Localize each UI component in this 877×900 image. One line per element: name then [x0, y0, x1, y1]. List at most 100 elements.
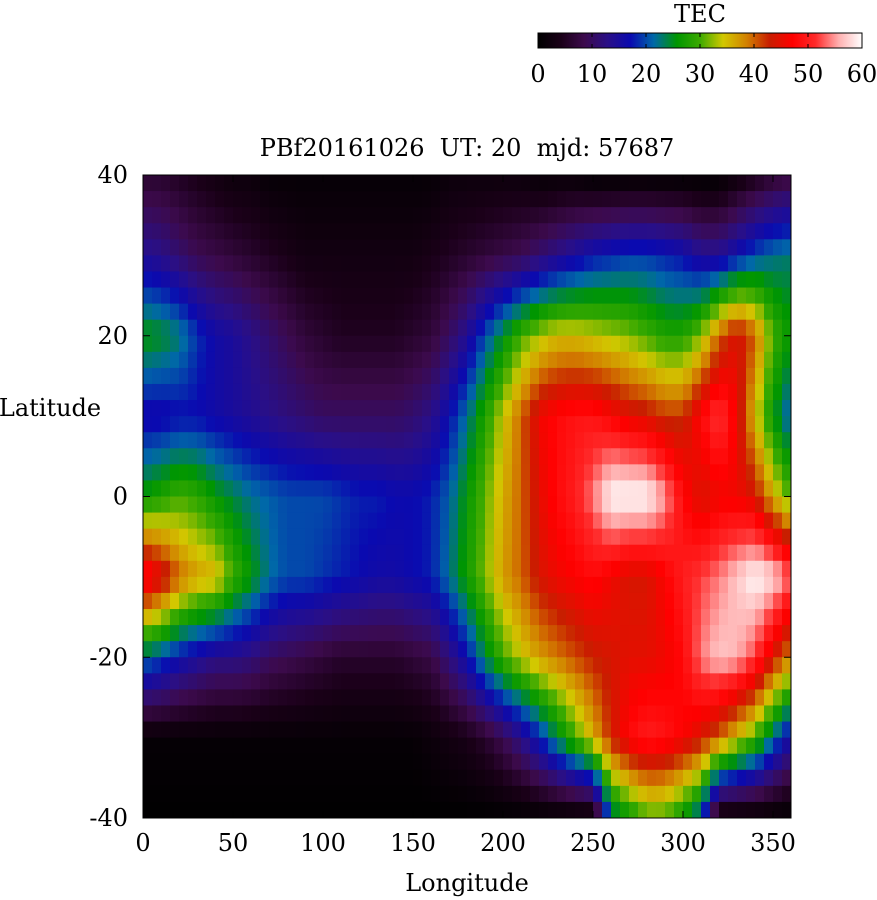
heatmap-cell: [773, 255, 783, 273]
heatmap-cell: [548, 367, 558, 385]
x-tick-label: 200: [480, 829, 526, 857]
heatmap-cell: [215, 367, 225, 385]
heatmap-cell: [260, 737, 270, 755]
heatmap-cell: [206, 512, 216, 530]
heatmap-cell: [638, 512, 648, 530]
heatmap-cell: [278, 512, 288, 530]
heatmap-cell: [584, 367, 594, 385]
heatmap-cell: [485, 303, 495, 321]
heatmap-cell: [539, 400, 549, 417]
heatmap-cell: [269, 416, 279, 433]
heatmap-cell: [476, 464, 486, 482]
heatmap-cell: [287, 785, 297, 803]
heatmap-cell: [251, 335, 261, 353]
heatmap-cell: [359, 303, 369, 321]
heatmap-cell: [593, 175, 603, 192]
heatmap-cell: [476, 528, 486, 546]
heatmap-cell: [368, 769, 378, 787]
heatmap-cell: [431, 239, 441, 256]
heatmap-cell: [296, 480, 306, 498]
heatmap-cell: [692, 560, 702, 578]
x-axis: 0 50 100 150 200 250 300 350: [135, 175, 796, 857]
heatmap-cell: [251, 207, 261, 224]
heatmap-cell: [566, 576, 576, 594]
heatmap-cell: [179, 239, 189, 256]
heatmap-cell: [521, 560, 531, 578]
heatmap-cell: [764, 753, 774, 771]
heatmap-cell: [359, 207, 369, 224]
heatmap-cell: [215, 287, 225, 305]
heatmap-cell: [368, 641, 378, 658]
heatmap-cell: [404, 191, 414, 208]
heatmap-cell: [530, 657, 540, 674]
heatmap-cell: [782, 239, 791, 256]
heatmap-cell: [305, 175, 315, 192]
heatmap-cell: [422, 592, 432, 610]
heatmap-cell: [539, 721, 549, 739]
heatmap-cell: [359, 319, 369, 337]
heatmap-cell: [161, 480, 171, 498]
heatmap-cell: [296, 769, 306, 787]
heatmap-cell: [350, 319, 360, 337]
heatmap-cell: [350, 223, 360, 240]
heatmap-cell: [449, 609, 459, 626]
heatmap-cell: [440, 753, 450, 771]
heatmap-cell: [269, 673, 279, 690]
heatmap-cell: [701, 544, 711, 562]
heatmap-cell: [377, 769, 387, 787]
heatmap-cell: [467, 383, 477, 401]
heatmap-cell: [152, 287, 162, 305]
heatmap-cell: [431, 175, 441, 192]
heatmap-cell: [143, 705, 153, 723]
heatmap-cell: [404, 576, 414, 594]
heatmap-cell: [467, 609, 477, 626]
heatmap-cell: [629, 576, 639, 594]
heatmap-cell: [674, 400, 684, 417]
heatmap-cell: [278, 480, 288, 498]
heatmap-cell: [575, 191, 585, 208]
heatmap-cell: [458, 432, 468, 449]
heatmap-cell: [215, 544, 225, 562]
heatmap-cell: [314, 400, 324, 417]
heatmap-cell: [512, 769, 522, 787]
heatmap-cell: [737, 785, 747, 803]
heatmap-cell: [350, 801, 360, 818]
heatmap-cell: [260, 448, 270, 465]
heatmap-cell: [323, 544, 333, 562]
heatmap-cell: [674, 287, 684, 305]
heatmap-cell: [287, 271, 297, 289]
heatmap-cell: [350, 625, 360, 642]
heatmap-cell: [467, 592, 477, 610]
heatmap-cell: [269, 367, 279, 385]
heatmap-cell: [197, 335, 207, 353]
heatmap-cell: [170, 512, 180, 530]
heatmap-cell: [197, 560, 207, 578]
heatmap-cell: [566, 769, 576, 787]
heatmap-cell: [602, 609, 612, 626]
heatmap-cell: [773, 592, 783, 610]
heatmap-cell: [737, 271, 747, 289]
heatmap-cell: [449, 432, 459, 449]
heatmap-cell: [557, 769, 567, 787]
heatmap-cell: [764, 625, 774, 642]
heatmap-cell: [458, 448, 468, 465]
heatmap-cell: [287, 416, 297, 433]
heatmap-cell: [395, 625, 405, 642]
heatmap-cell: [494, 432, 504, 449]
heatmap-cell: [161, 801, 171, 818]
heatmap-cell: [143, 464, 153, 482]
heatmap-cell: [503, 769, 513, 787]
heatmap-cell: [269, 753, 279, 771]
heatmap-cell: [233, 223, 243, 240]
heatmap-cell: [485, 416, 495, 433]
heatmap-cell: [197, 351, 207, 369]
heatmap-cell: [251, 801, 261, 818]
heatmap-cell: [494, 319, 504, 337]
heatmap-cell: [602, 641, 612, 658]
heatmap-cell: [341, 303, 351, 321]
heatmap-cell: [521, 592, 531, 610]
heatmap-cell: [296, 207, 306, 224]
heatmap-cell: [629, 769, 639, 787]
heatmap-cell: [782, 287, 791, 305]
